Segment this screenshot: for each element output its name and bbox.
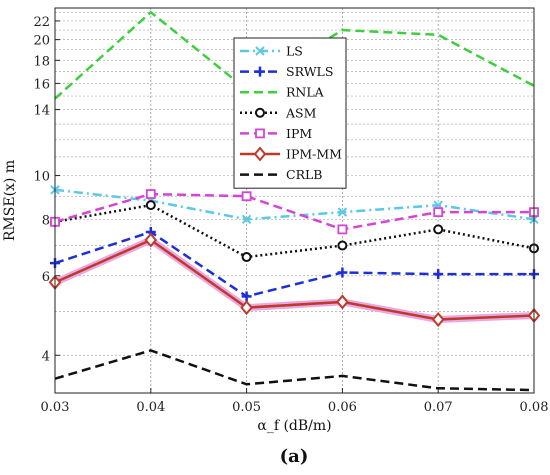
x-tick-label: 0.03 xyxy=(41,400,70,415)
series-line-asm xyxy=(54,203,535,259)
data-point-ipm-mm xyxy=(336,294,349,310)
data-point-asm xyxy=(145,200,156,211)
legend-label: ASM xyxy=(285,105,317,120)
legend-label: IPM xyxy=(286,126,312,141)
y-tick-label: 6 xyxy=(42,270,50,285)
legend-box xyxy=(233,37,347,189)
y-tick-label: 8 xyxy=(42,213,50,228)
data-point-ls xyxy=(241,214,252,225)
legend-label: CRLB xyxy=(286,167,322,182)
data-point-srwls xyxy=(241,291,252,302)
series-line-ipm-mm xyxy=(54,238,535,321)
series-line-srwls xyxy=(54,230,534,298)
data-point-asm xyxy=(255,107,265,118)
legend-label: SRWLS xyxy=(286,64,333,79)
y-tick-label: 18 xyxy=(33,54,50,69)
legend-label: RNLA xyxy=(286,85,325,100)
data-point-srwls xyxy=(433,269,444,280)
data-point-asm xyxy=(241,252,252,263)
y-tick-label: 16 xyxy=(33,77,50,92)
data-point-ipm xyxy=(433,207,444,218)
x-tick-label: 0.06 xyxy=(328,400,357,415)
y-tick-label: 14 xyxy=(33,104,50,119)
x-tick-label: 0.07 xyxy=(424,400,453,415)
data-point-srwls xyxy=(255,66,265,77)
data-point-ipm xyxy=(255,128,265,139)
tick-labels: 0.03 0.04 0.05 0.06 0.07 0.08 4 6 8 10 14 16 18 20 22 xyxy=(33,15,548,415)
legend-item-crlb: CRLB xyxy=(240,167,322,182)
y-tick-label: 20 xyxy=(33,34,50,49)
legend-item-srwls: SRWLS xyxy=(240,64,333,79)
data-point-srwls xyxy=(337,267,348,278)
series-crlb xyxy=(54,349,535,392)
figure-caption: (a) xyxy=(280,446,309,467)
data-point-ipm-mm xyxy=(240,300,253,316)
data-point-ipm xyxy=(145,189,156,199)
series-srwls xyxy=(50,226,539,302)
legend-item-ls: LS xyxy=(240,44,303,59)
x-tick-label: 0.05 xyxy=(232,400,261,415)
legend: LS SRWLS RNLA ASM IPM IPM-MM CRLB xyxy=(233,37,347,189)
legend-item-rnla: RNLA xyxy=(240,85,325,100)
data-point-ipm-mm xyxy=(253,146,267,162)
legend-item-asm: ASM xyxy=(240,105,317,120)
legend-item-ipm: IPM xyxy=(240,126,312,141)
series-line-ipm xyxy=(54,192,534,231)
series-ipm-mm xyxy=(48,232,541,328)
data-point-ipm-mm xyxy=(144,232,158,248)
data-point-ipm-mm xyxy=(431,311,445,328)
legend-label: LS xyxy=(286,44,303,59)
y-tick-label: 22 xyxy=(33,15,50,30)
x-tick-label: 0.04 xyxy=(136,400,165,415)
series-line-crlb xyxy=(54,349,535,392)
x-tick-label: 0.08 xyxy=(520,400,549,415)
plot-frame xyxy=(54,7,535,394)
data-point-ls xyxy=(255,46,265,56)
y-tick-label: 10 xyxy=(33,170,50,185)
y-tick-label: 4 xyxy=(42,349,50,364)
data-point-asm xyxy=(433,224,444,235)
data-point-ls xyxy=(337,207,348,217)
y-axis-label: RMSE(x) m xyxy=(2,160,18,241)
data-point-ipm xyxy=(241,191,252,202)
series-line-ls xyxy=(54,188,535,221)
series-ls xyxy=(50,185,539,225)
x-axis-label: α_f (dB/m) xyxy=(257,418,331,434)
legend-item-ipm-mm: IPM-MM xyxy=(240,146,342,162)
data-point-ipm xyxy=(337,224,348,235)
data-point-asm xyxy=(337,240,348,251)
legend-label: IPM-MM xyxy=(286,147,342,162)
